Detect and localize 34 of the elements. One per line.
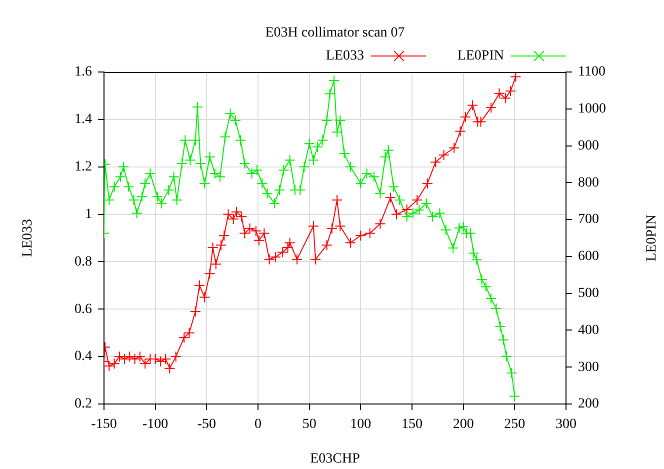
x-tick-label: 250: [504, 417, 526, 432]
x-tick-label: 200: [452, 417, 474, 432]
y-tick-label: 1: [85, 206, 92, 222]
x-tick-label: -50: [197, 417, 216, 432]
y2-tick-label: 800: [578, 175, 599, 190]
x-axis-title: E03CHP: [310, 452, 360, 467]
y-tick-label: 1.4: [74, 112, 92, 128]
y2-tick-label: 700: [578, 212, 599, 228]
y-tick-label: 0.4: [74, 349, 92, 364]
y2-tick-label: 500: [578, 286, 599, 302]
x-tick-label: -100: [142, 417, 168, 432]
y2-axis-title: LE0PIN: [644, 214, 660, 262]
y-tick-label: 0.6: [74, 302, 92, 317]
y-tick-label: 0.8: [74, 254, 92, 270]
x-tick-label: 300: [556, 417, 576, 432]
chart-title: E03H collimator scan 07: [265, 26, 405, 41]
y2-tick-label: 1000: [578, 102, 606, 117]
y2-tick-label: 200: [578, 396, 599, 412]
y2-tick-label: 300: [578, 360, 599, 375]
legend-label: LE033: [326, 48, 364, 64]
legend-label: LE0PIN: [457, 48, 504, 64]
x-tick-label: 50: [302, 417, 316, 432]
y2-tick-label: 900: [578, 138, 599, 154]
y-tick-label: 0.2: [74, 396, 92, 412]
y2-tick-label: 600: [578, 249, 599, 264]
x-tick-label: 150: [402, 417, 422, 432]
y-tick-label: 1.6: [74, 64, 92, 80]
x-tick-label: -150: [91, 417, 117, 432]
x-tick-label: 0: [254, 417, 262, 432]
y-tick-label: 1.2: [74, 160, 92, 175]
y2-tick-label: 1100: [578, 64, 606, 80]
x-tick-label: 100: [350, 417, 372, 432]
y-axis-title: LE033: [20, 218, 36, 258]
y2-tick-label: 400: [578, 322, 599, 338]
